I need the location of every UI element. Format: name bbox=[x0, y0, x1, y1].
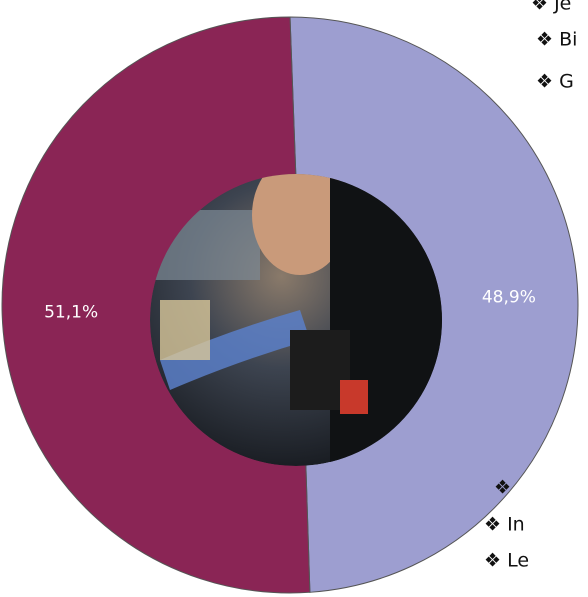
side-note: ❖ G bbox=[536, 71, 574, 93]
side-notes: ❖ Je ❖ Bi ❖ G ❖ ❖ In ❖ Le bbox=[484, 0, 577, 572]
side-note: ❖ bbox=[494, 477, 511, 499]
side-note: ❖ In bbox=[484, 514, 525, 536]
value-label: 48,9% bbox=[482, 287, 536, 307]
side-note: ❖ Le bbox=[484, 550, 529, 572]
value-label: 51,1% bbox=[44, 303, 98, 323]
center-photo bbox=[150, 174, 442, 466]
side-note: ❖ Bi bbox=[536, 29, 577, 51]
side-note: ❖ Je bbox=[531, 0, 571, 15]
